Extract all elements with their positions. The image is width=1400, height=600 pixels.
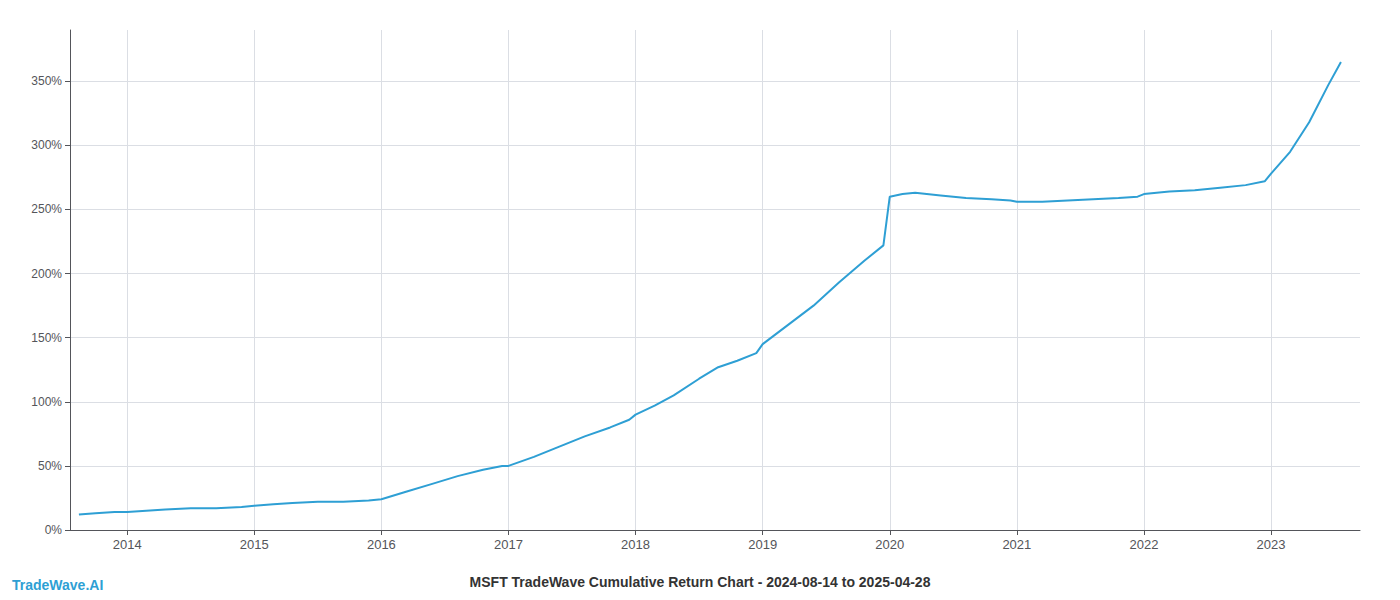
- svg-text:MSFT TradeWave Cumulative Retu: MSFT TradeWave Cumulative Return Chart -…: [470, 574, 931, 590]
- svg-text:100%: 100%: [31, 395, 62, 409]
- svg-text:2020: 2020: [875, 537, 904, 552]
- svg-text:300%: 300%: [31, 138, 62, 152]
- svg-text:250%: 250%: [31, 202, 62, 216]
- svg-text:2017: 2017: [494, 537, 523, 552]
- svg-text:2016: 2016: [367, 537, 396, 552]
- svg-text:200%: 200%: [31, 267, 62, 281]
- svg-text:0%: 0%: [45, 523, 63, 537]
- svg-text:50%: 50%: [38, 459, 62, 473]
- svg-text:150%: 150%: [31, 331, 62, 345]
- svg-text:350%: 350%: [31, 74, 62, 88]
- svg-text:2019: 2019: [748, 537, 777, 552]
- svg-text:2021: 2021: [1002, 537, 1031, 552]
- svg-text:2023: 2023: [1257, 537, 1286, 552]
- svg-text:2014: 2014: [113, 537, 142, 552]
- svg-text:TradeWave.AI: TradeWave.AI: [12, 577, 103, 593]
- svg-text:2018: 2018: [621, 537, 650, 552]
- svg-text:2022: 2022: [1129, 537, 1158, 552]
- svg-text:2015: 2015: [240, 537, 269, 552]
